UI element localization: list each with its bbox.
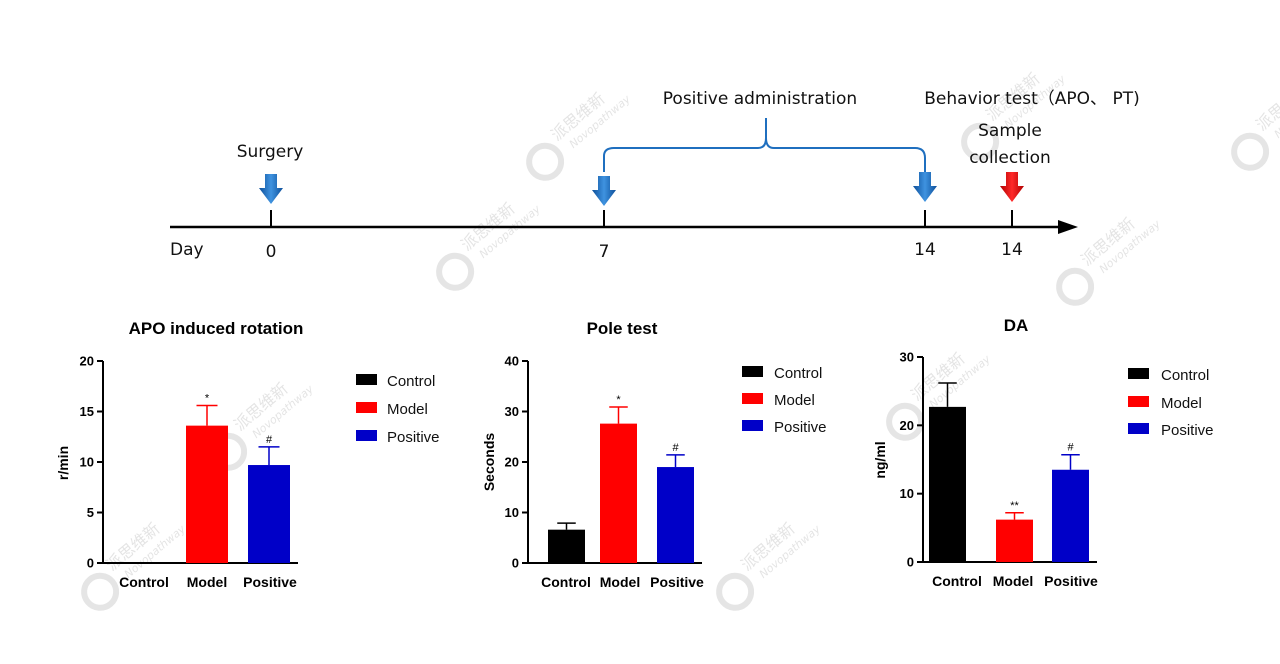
watermark-logo-icon xyxy=(961,122,1000,161)
event-label-sample-line2: collection xyxy=(969,148,1051,168)
y-axis-label: r/min xyxy=(55,446,71,480)
timeline-day-14-a: 14 xyxy=(914,240,936,260)
bar xyxy=(186,425,228,563)
y-tick-label: 30 xyxy=(900,350,914,365)
arrow-down-icon xyxy=(592,176,616,206)
watermark-text: 派思维新 xyxy=(1252,79,1280,135)
arrow-down-icon xyxy=(1000,172,1024,202)
watermark-logo-icon xyxy=(1231,132,1270,171)
significance-marker: # xyxy=(266,434,273,446)
watermark-logo-icon xyxy=(436,252,475,291)
y-tick-label: 10 xyxy=(80,455,94,470)
legend-label: Model xyxy=(774,392,815,409)
watermark-logo-icon xyxy=(526,142,565,181)
legend-label: Positive xyxy=(774,419,827,436)
bar xyxy=(996,519,1033,562)
bar xyxy=(657,467,694,563)
chart-title: Pole test xyxy=(587,319,658,338)
arrow-down-icon xyxy=(913,172,937,202)
legend-label: Control xyxy=(387,373,435,390)
y-tick-label: 30 xyxy=(505,404,519,419)
legend: Control Model Positive xyxy=(742,365,827,436)
y-axis-label: Seconds xyxy=(481,433,497,492)
legend-label: Positive xyxy=(387,429,440,446)
legend-swatch-control xyxy=(742,366,763,377)
x-tick-label: Model xyxy=(187,574,227,590)
y-axis-label: ng/ml xyxy=(872,441,888,478)
timeline-day-7: 7 xyxy=(599,242,610,262)
x-tick-label: Model xyxy=(600,574,640,590)
y-tick-label: 20 xyxy=(900,418,914,433)
x-tick-label: Control xyxy=(932,573,982,589)
legend-label: Positive xyxy=(1161,422,1214,439)
legend-swatch-model xyxy=(1128,396,1149,407)
administration-bracket xyxy=(603,118,926,172)
x-tick-label: Positive xyxy=(650,574,704,590)
x-tick-label: Positive xyxy=(1044,573,1098,589)
x-tick-label: Model xyxy=(993,573,1033,589)
event-label-surgery: Surgery xyxy=(237,142,304,162)
chart-da: DA ng/ml 0102030Control**Model#Positive … xyxy=(872,316,1214,589)
significance-marker: # xyxy=(1067,442,1074,454)
y-tick-label: 15 xyxy=(80,404,94,419)
event-label-sample-line1: Sample xyxy=(978,121,1042,141)
significance-marker: * xyxy=(616,394,621,406)
event-label-behavior-test: Behavior test（APO、 PT) xyxy=(924,89,1139,109)
watermark-logo-icon xyxy=(81,572,120,611)
arrow-down-icon xyxy=(259,174,283,204)
bar xyxy=(600,423,637,563)
chart-title: DA xyxy=(1004,316,1029,335)
y-tick-label: 10 xyxy=(505,505,519,520)
y-tick-label: 40 xyxy=(505,354,519,369)
y-tick-label: 20 xyxy=(505,455,519,470)
chart-pole-test: Pole test Seconds 0 10 20 30 40 Control * Model… xyxy=(481,319,827,590)
legend: Control Model Positive xyxy=(1128,367,1214,439)
legend-swatch-model xyxy=(356,402,377,413)
timeline-day-label: Day xyxy=(170,240,204,260)
y-tick-label: 5 xyxy=(87,505,94,520)
legend-label: Model xyxy=(1161,395,1202,412)
x-tick-label: Control xyxy=(541,574,591,590)
timeline-day-0: 0 xyxy=(266,242,277,262)
significance-marker: # xyxy=(672,442,679,454)
legend-swatch-control xyxy=(356,374,377,385)
legend-label: Control xyxy=(774,365,822,382)
watermark-logo-icon xyxy=(886,402,925,441)
x-tick-label: Positive xyxy=(243,574,297,590)
y-tick-label: 10 xyxy=(900,486,914,501)
watermark-logo-icon xyxy=(1056,267,1095,306)
legend-swatch-positive xyxy=(356,430,377,441)
y-tick-label: 0 xyxy=(907,555,914,570)
bar xyxy=(548,529,585,563)
timeline-day-14-b: 14 xyxy=(1001,240,1023,260)
bar xyxy=(929,406,966,562)
legend-label: Control xyxy=(1161,367,1209,384)
legend-swatch-positive xyxy=(742,420,763,431)
legend: Control Model Positive xyxy=(356,373,440,446)
legend-swatch-control xyxy=(1128,368,1149,379)
legend-swatch-model xyxy=(742,393,763,404)
bracket-label: Positive administration xyxy=(663,89,857,109)
y-tick-label: 20 xyxy=(80,354,94,369)
bar xyxy=(1052,469,1089,562)
timeline-arrowhead xyxy=(1058,220,1078,234)
legend-swatch-positive xyxy=(1128,423,1149,434)
legend-label: Model xyxy=(387,401,428,418)
y-tick-label: 0 xyxy=(87,556,94,571)
bar xyxy=(248,465,290,563)
significance-marker: * xyxy=(205,392,210,404)
x-tick-label: Control xyxy=(119,574,169,590)
chart-apo-rotation: APO induced rotation r/min 0 5 10 15 20 Contr… xyxy=(55,319,440,590)
chart-title: APO induced rotation xyxy=(129,319,304,338)
watermark-logo-icon xyxy=(716,572,755,611)
y-tick-label: 0 xyxy=(512,556,519,571)
significance-marker: ** xyxy=(1010,500,1019,512)
timeline: Day 0 7 14 14 Surgery Positive administr… xyxy=(170,89,1140,262)
